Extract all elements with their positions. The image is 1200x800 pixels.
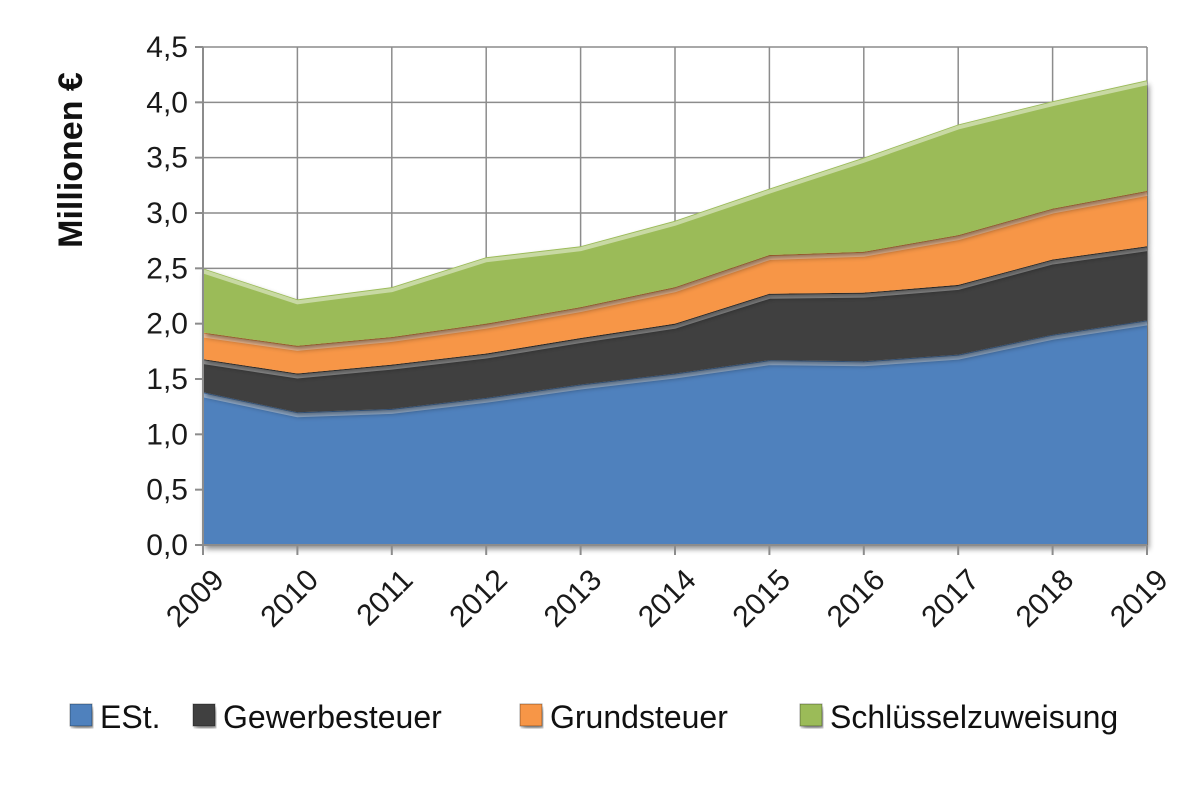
legend: ESt. Gewerbesteuer Grundsteuer Schlüsselzuw… [69, 699, 1118, 735]
y-tick-label: 1,5 [146, 363, 188, 396]
y-axis-tick-labels: 0,0 0,5 1,0 1,5 2,0 2,5 3,0 3,5 4,0 4,5 [146, 31, 188, 562]
legend-swatch [192, 703, 216, 727]
legend-swatch [69, 703, 93, 727]
y-axis-title: Millionen € [52, 72, 90, 248]
legend-label: ESt. [100, 699, 160, 735]
y-tick-label: 0,5 [146, 474, 188, 507]
y-tick-label: 2,5 [146, 252, 188, 285]
x-tick-label: 2010 [255, 563, 326, 634]
x-tick-label: 2011 [351, 563, 420, 632]
area-top-highlight [202, 321, 1148, 418]
y-tick-label: 4,0 [146, 86, 188, 119]
area-top-highlight [202, 191, 1148, 351]
x-tick-label: 2013 [538, 563, 609, 634]
legend-item-grundsteuer: Grundsteuer [519, 699, 728, 735]
x-tick-label: 2018 [1010, 563, 1081, 634]
area-top-highlight [202, 81, 1148, 305]
legend-swatch [799, 703, 823, 727]
legend-item-est: ESt. [69, 699, 160, 735]
x-tick-label: 2012 [443, 563, 514, 634]
x-tick-label: 2014 [632, 563, 703, 634]
area-grundsteuer [203, 190, 1147, 374]
legend-item-gewerbesteuer: Gewerbesteuer [192, 699, 442, 735]
y-tick-label: 2,0 [146, 308, 188, 341]
area-top-highlight [202, 247, 1148, 379]
area-series-group [202, 80, 1148, 545]
y-tick-label: 0,0 [146, 529, 188, 562]
legend-swatch [519, 703, 543, 727]
x-tick-label: 2017 [915, 563, 986, 634]
y-tick-label: 1,0 [146, 418, 188, 451]
area-gewerbesteuer [203, 246, 1147, 413]
legend-item-schl-sselzuweisung: Schlüsselzuweisung [799, 699, 1118, 735]
y-tick-label: 3,5 [146, 142, 188, 175]
y-tick-label: 3,0 [146, 197, 188, 230]
x-tick-label: 2009 [160, 563, 231, 634]
x-axis-tick-labels: 2009 2010 2011 2012 2013 2014 2015 2016 2017 2018… [160, 563, 1175, 634]
legend-label: Grundsteuer [550, 699, 728, 735]
x-tick-label: 2016 [821, 563, 892, 634]
x-tick-label: 2015 [727, 563, 798, 634]
area-schl-sselzuweisung [203, 80, 1147, 346]
area-est [203, 320, 1147, 545]
legend-label: Schlüsselzuweisung [830, 699, 1118, 735]
axes [195, 46, 1148, 555]
legend-label: Gewerbesteuer [223, 699, 442, 735]
y-tick-label: 4,5 [146, 31, 188, 64]
x-tick-label: 2019 [1104, 563, 1175, 634]
